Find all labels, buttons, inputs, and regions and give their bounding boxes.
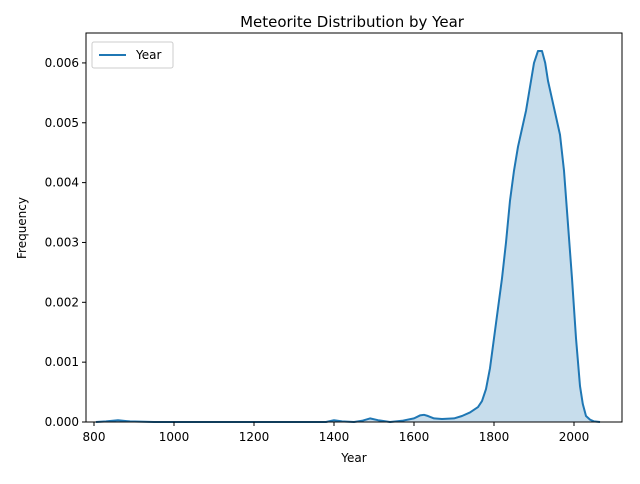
x-tick-label: 1800 <box>479 430 510 444</box>
x-tick-label: 800 <box>83 430 106 444</box>
x-tick-label: 2000 <box>559 430 590 444</box>
y-tick-label: 0.004 <box>45 176 79 190</box>
legend-entry-year: Year <box>135 48 161 62</box>
series-area-0 <box>96 50 600 422</box>
y-tick-label: 0.001 <box>45 355 79 369</box>
y-tick-label: 0.006 <box>45 56 79 70</box>
y-axis-label: Frequency <box>15 197 29 259</box>
x-tick-label: 1400 <box>319 430 350 444</box>
y-tick-label: 0.003 <box>45 235 79 249</box>
y-axis: 0.000 0.001 0.002 0.003 0.004 0.005 0.006 <box>45 56 86 429</box>
plot-frame <box>85 32 623 423</box>
chart-title: Meteorite Distribution by Year <box>240 13 465 31</box>
y-tick-label: 0.005 <box>45 116 79 130</box>
legend: Year <box>91 41 174 69</box>
y-tick-label: 0.000 <box>45 415 79 429</box>
x-tick-label: 1600 <box>399 430 430 444</box>
legend-box <box>91 41 174 69</box>
y-tick-label: 0.002 <box>45 295 79 309</box>
x-axis: 800 1000 1200 1400 1600 1800 2000 <box>83 422 590 444</box>
x-tick-label: 1000 <box>159 430 190 444</box>
x-axis-label: Year <box>340 451 366 465</box>
x-tick-label: 1200 <box>239 430 270 444</box>
